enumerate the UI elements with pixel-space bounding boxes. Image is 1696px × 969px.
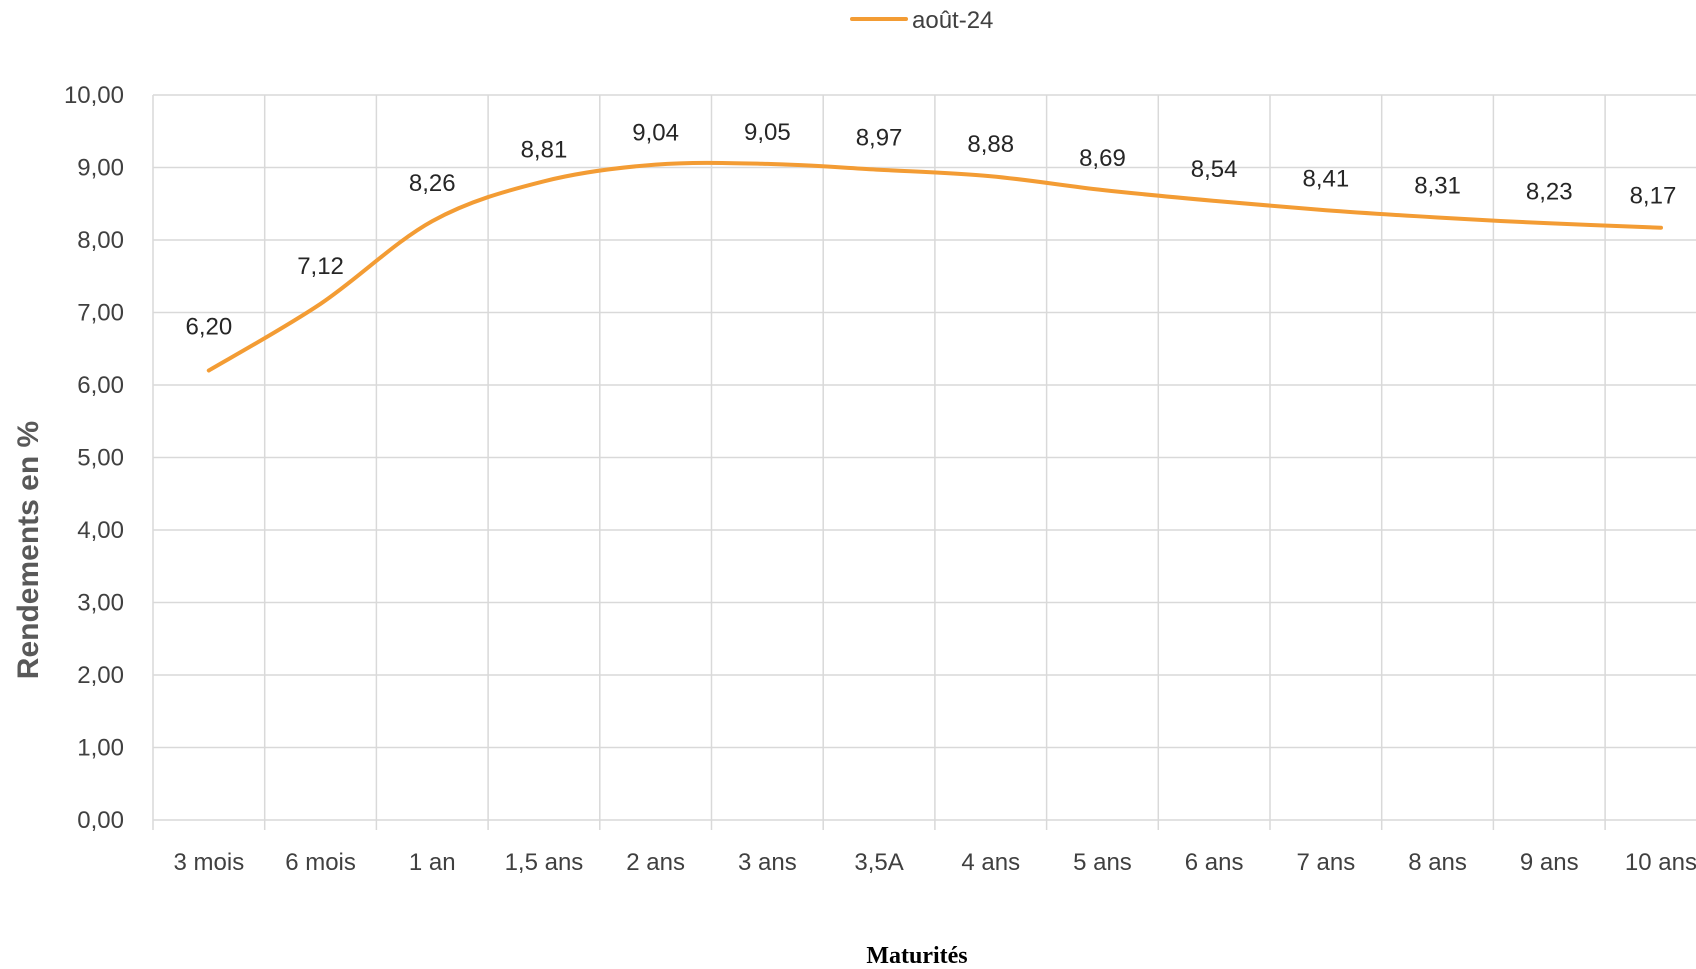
y-tick-label: 7,00 [77, 300, 124, 327]
x-tick-label: 3 ans [738, 849, 797, 876]
data-label: 8,23 [1526, 178, 1573, 205]
x-tick-label: 7 ans [1296, 849, 1355, 876]
legend: août-24 [850, 7, 993, 34]
data-label: 6,20 [185, 314, 232, 341]
y-tick-label: 2,00 [77, 662, 124, 689]
y-tick-label: 8,00 [77, 227, 124, 254]
y-axis-title: Rendements en % [12, 421, 45, 679]
x-tick-label: 6 mois [285, 849, 356, 876]
data-label: 8,69 [1079, 145, 1126, 172]
y-tick-label: 4,00 [77, 517, 124, 544]
x-axis-ticks: 3 mois 6 mois 1 an 1,5 ans 2 ans 3 ans 3,5A 4 a… [174, 849, 1696, 876]
x-tick-label: 9 ans [1520, 849, 1579, 876]
data-label: 8,26 [409, 170, 456, 197]
legend-label: août-24 [912, 7, 993, 34]
data-label: 8,41 [1302, 165, 1349, 192]
x-tick-label: 3,5A [854, 849, 903, 876]
data-label: 9,05 [744, 119, 791, 146]
y-tick-label: 10,00 [64, 82, 124, 109]
data-label: 9,04 [632, 120, 679, 147]
data-label: 8,54 [1191, 156, 1238, 183]
y-tick-label: 0,00 [77, 807, 124, 834]
y-tick-label: 5,00 [77, 445, 124, 472]
y-axis-ticks: 0,00 1,00 2,00 3,00 4,00 5,00 6,00 7,00 8,00 9,00… [64, 82, 124, 834]
series-line [206, 160, 1663, 373]
x-tick-label: 1 an [409, 849, 456, 876]
y-tick-label: 9,00 [77, 155, 124, 182]
data-label: 8,97 [856, 125, 903, 152]
x-tick-label: 3 mois [174, 849, 245, 876]
data-label: 8,17 [1630, 183, 1677, 210]
x-axis-title: Maturités [866, 943, 967, 969]
grid [152, 94, 1696, 830]
x-tick-label: 6 ans [1185, 849, 1244, 876]
x-tick-label: 5 ans [1073, 849, 1132, 876]
x-tick-label: 4 ans [961, 849, 1020, 876]
x-tick-label: 1,5 ans [505, 849, 584, 876]
y-tick-label: 3,00 [77, 590, 124, 617]
x-tick-label: 8 ans [1408, 849, 1467, 876]
y-tick-label: 6,00 [77, 372, 124, 399]
x-tick-label: 2 ans [626, 849, 685, 876]
data-label: 8,81 [521, 136, 568, 163]
data-label: 8,88 [967, 131, 1014, 158]
data-label: 8,31 [1414, 173, 1461, 200]
data-labels: 6,20 7,12 8,26 8,81 9,04 9,05 8,97 8,88 8,69 8,54… [185, 119, 1676, 341]
data-label: 7,12 [297, 253, 344, 280]
x-tick-label: 10 ans [1625, 849, 1696, 876]
y-tick-label: 1,00 [77, 735, 124, 762]
